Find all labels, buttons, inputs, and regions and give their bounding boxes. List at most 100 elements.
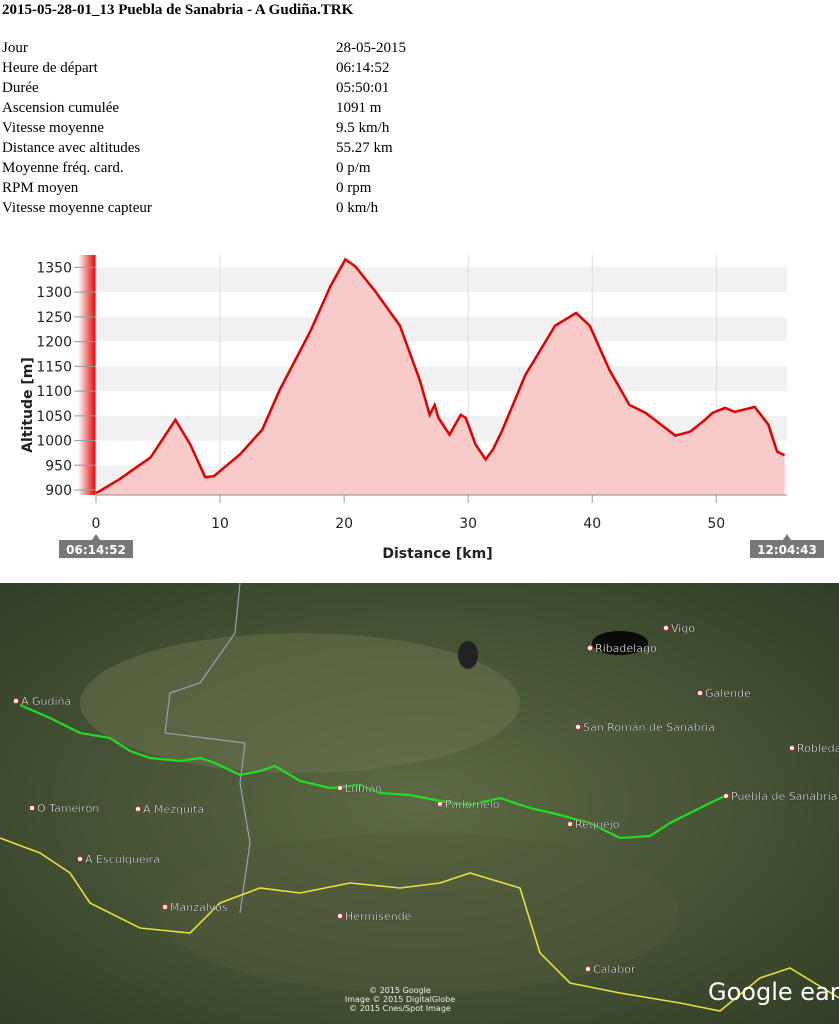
info-row: Distance avec altitudes 55.27 km: [2, 140, 393, 160]
info-row: Ascension cumulée 1091 m: [2, 100, 381, 120]
place-marker: [77, 856, 83, 862]
road: [164, 583, 251, 914]
info-row: RPM moyen 0 rpm: [2, 180, 371, 200]
map-credit: © 2015 Google: [369, 986, 431, 995]
place-marker: [13, 698, 19, 704]
y-tick-label: 1200: [36, 335, 72, 351]
y-tick-label: 1100: [36, 384, 72, 400]
grid-band: [96, 366, 787, 392]
place-marker: [135, 806, 141, 812]
info-key: Distance avec altitudes: [2, 140, 141, 156]
terrain: [80, 633, 520, 773]
info-row: Durée 05:50:01: [2, 80, 389, 100]
map-logo: Google earth: [708, 978, 839, 1006]
place-label: Puebla de Sanabria: [731, 790, 837, 803]
grid-band: [96, 316, 787, 342]
info-value: 9.5 km/h: [336, 120, 390, 136]
grid-band: [96, 267, 787, 293]
info-value: 28-05-2015: [336, 40, 406, 56]
info-key: Jour: [2, 40, 28, 56]
place-marker: [567, 821, 573, 827]
info-row: Moyenne fréq. card. 0 p/m: [2, 160, 371, 180]
route: [19, 703, 726, 840]
terrain: [160, 833, 680, 993]
place-label: A Mezquita: [143, 803, 204, 816]
info-key: Heure de départ: [2, 60, 98, 76]
x-tick-label: 30: [459, 516, 477, 532]
y-tick-label: 1000: [36, 434, 72, 450]
map: Vigo Ribadelago Galende A Gudiña San Román d…: [0, 583, 839, 1024]
map-credit: Image © 2015 DigitalGlobe: [345, 995, 455, 1004]
y-tick-label: 950: [45, 458, 72, 474]
info-key: Durée: [2, 80, 39, 96]
info-value: 1091 m: [336, 100, 382, 116]
info-value: 55.27 km: [336, 140, 393, 156]
place-label: Lubián: [345, 782, 382, 795]
info-value: 06:14:52: [336, 60, 390, 76]
place-label: Ribadelago: [595, 642, 657, 655]
place-marker: [587, 645, 593, 651]
x-tick-label: 10: [211, 516, 229, 532]
x-tick-label: 0: [92, 516, 101, 532]
info-key: RPM moyen: [2, 180, 79, 196]
place-marker: [437, 801, 443, 807]
place-label: Vigo: [671, 622, 695, 635]
info-value: 05:50:01: [336, 80, 390, 96]
border: [0, 837, 839, 1012]
info-value: 0 km/h: [336, 200, 379, 216]
place-marker: [337, 913, 343, 919]
x-axis-label: Distance [km]: [382, 546, 492, 562]
y-tick-label: 900: [45, 483, 72, 499]
info-key: Moyenne fréq. card.: [2, 160, 124, 176]
y-tick-label: 1250: [36, 310, 72, 326]
y-tick-label: 1150: [36, 359, 72, 375]
place-label: San Román de Sanabria: [583, 721, 715, 734]
end-time-box: [750, 534, 824, 558]
info-row: Vitesse moyenne capteur 0 km/h: [2, 200, 378, 220]
place-label: Requejo: [575, 818, 620, 831]
place-marker: [789, 745, 795, 751]
place-label: A Esculqueira: [85, 853, 160, 866]
area: [96, 259, 785, 495]
info-key: Vitesse moyenne capteur: [2, 200, 152, 216]
place-marker: [575, 724, 581, 730]
place-marker: [663, 625, 669, 631]
place-label: Hermisende: [345, 910, 412, 923]
x-tick-label: 20: [335, 516, 353, 532]
place-marker: [723, 793, 729, 799]
place-marker: [162, 904, 168, 910]
info-row: Heure de départ 06:14:52: [2, 60, 389, 80]
info-key: Ascension cumulée: [2, 100, 120, 116]
place-label: Calabor: [593, 963, 636, 976]
x-tick-label: 40: [583, 516, 601, 532]
info-row: Jour 28-05-2015: [2, 40, 406, 60]
map-credit: © 2015 Cnes/Spot Image: [349, 1004, 451, 1013]
info-value: 0 rpm: [336, 180, 372, 196]
y-tick-label: 1050: [36, 409, 72, 425]
place-marker: [29, 805, 35, 811]
lake: [458, 641, 478, 669]
altitude-bar: [78, 255, 96, 495]
start-time-label: 06:14:52: [66, 543, 126, 557]
info-value: 0 p/m: [336, 160, 371, 176]
lake: [592, 631, 648, 655]
end-time-label: 12:04:43: [757, 543, 817, 557]
place-label: Manzalvos: [170, 901, 228, 914]
place-marker: [337, 785, 343, 791]
y-tick-label: 1350: [36, 260, 72, 276]
start-time-box: [59, 534, 133, 558]
place-label: Padornelo: [445, 798, 500, 811]
y-tick-label: 1300: [36, 285, 72, 301]
place-marker: [697, 690, 703, 696]
place-label: O Tameirón: [37, 802, 99, 815]
place-label: Robleda: [797, 742, 839, 755]
line: [95, 257, 786, 495]
y-axis-label: Altitude [m]: [20, 357, 36, 453]
place-label: Galende: [705, 687, 751, 700]
place-label: A Gudiña: [21, 695, 71, 708]
x-tick-label: 50: [707, 516, 725, 532]
place-marker: [585, 966, 591, 972]
info-key: Vitesse moyenne: [2, 120, 104, 136]
